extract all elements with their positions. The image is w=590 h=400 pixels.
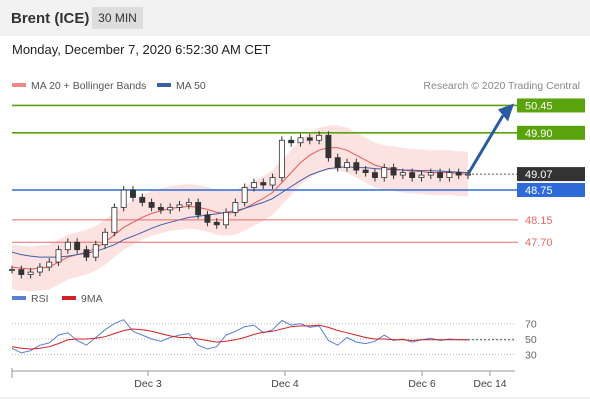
interval-button[interactable]: 30 MIN: [92, 7, 143, 29]
level-box-49.90: [517, 125, 585, 140]
candle: [334, 157, 341, 169]
credit-text: Research © 2020 Trading Central: [423, 80, 580, 92]
candle: [278, 139, 285, 178]
candle: [306, 137, 313, 141]
time-tick-label: Dec 14: [473, 378, 506, 390]
candle: [176, 204, 183, 208]
candle: [260, 182, 267, 186]
level-label-49.90: 49.90: [525, 128, 553, 140]
ma20-swatch: [12, 83, 26, 88]
candle: [64, 241, 71, 251]
legend-rsi: RSI: [12, 293, 49, 305]
timestamp: Monday, December 7, 2020 6:52:30 AM CET: [12, 42, 271, 57]
candle: [195, 202, 202, 216]
candle: [111, 207, 118, 233]
ma50-legend-label: MA 50: [176, 80, 206, 92]
rsi-tick-50: 50: [525, 334, 537, 346]
candle: [465, 173, 471, 176]
legend-rsi-ma: 9MA: [62, 293, 103, 305]
candle: [269, 177, 276, 186]
candle: [102, 231, 109, 246]
candle: [213, 221, 220, 226]
candle: [120, 189, 127, 208]
time-tick-label: Dec 6: [408, 378, 436, 390]
instrument-title: Brent (ICE): [11, 10, 90, 27]
candle: [130, 189, 136, 198]
candle: [250, 182, 257, 188]
candle: [325, 134, 332, 159]
level-label-50.45: 50.45: [525, 100, 553, 112]
level-box-50.45: [517, 98, 585, 113]
candle: [9, 269, 15, 271]
candle: [297, 137, 304, 144]
candle: [139, 197, 146, 203]
candle: [344, 162, 350, 169]
candle: [223, 211, 229, 226]
rsi-ma-swatch: [62, 296, 76, 301]
candle: [437, 172, 444, 178]
candle: [241, 187, 248, 203]
projection-arrow-shaft: [466, 114, 505, 175]
current-price-label: 49.07: [525, 169, 553, 181]
legend-ma20: MA 20 + Bollinger Bands: [12, 80, 146, 92]
candle: [185, 202, 192, 206]
candle: [27, 271, 34, 275]
candle: [232, 202, 239, 213]
candle: [409, 172, 416, 178]
candle: [390, 167, 397, 176]
level-box-48.75: [517, 183, 585, 197]
rsi-ma-line: [11, 324, 468, 350]
candle: [446, 172, 453, 178]
ma50-swatch: [157, 83, 171, 88]
level-label-47.70: 47.70: [525, 237, 553, 249]
candle: [36, 266, 43, 273]
candle: [148, 202, 155, 208]
candle: [399, 172, 406, 176]
level-label-48.75: 48.75: [525, 185, 553, 197]
time-tick-label: Dec 3: [134, 378, 162, 390]
rsi-line: [11, 319, 468, 354]
candle: [418, 174, 425, 178]
candle: [83, 249, 90, 258]
rsi-tick-70: 70: [525, 319, 537, 331]
candle: [316, 134, 323, 141]
candle: [371, 172, 378, 178]
candle: [46, 261, 53, 268]
candle: [55, 249, 62, 263]
rsi-tick-30: 30: [525, 349, 537, 361]
rsi-swatch: [12, 296, 26, 301]
candle: [427, 172, 434, 176]
bollinger-band: [12, 125, 468, 292]
header-bar: Brent (ICE) 30 MIN: [0, 0, 590, 36]
projection-arrow-head: [498, 103, 514, 122]
candle: [74, 241, 81, 251]
ma20-legend-label: MA 20 + Bollinger Bands: [31, 80, 147, 92]
candle: [167, 207, 174, 211]
candle: [362, 169, 369, 173]
candle: [288, 139, 295, 144]
candle: [455, 172, 462, 176]
time-tick-label: Dec 4: [271, 378, 299, 390]
rsi-ma-legend-label: 9MA: [81, 293, 103, 305]
rsi-legend-label: RSI: [31, 293, 49, 305]
candle: [92, 244, 99, 258]
candle: [381, 167, 388, 178]
candles: [9, 131, 471, 279]
current-price-box: [517, 167, 585, 182]
candle: [204, 214, 211, 223]
level-label-48.15: 48.15: [525, 215, 553, 227]
candle: [157, 207, 164, 211]
candle: [18, 269, 25, 275]
candle: [353, 162, 360, 171]
legend-ma50: MA 50: [157, 80, 206, 92]
